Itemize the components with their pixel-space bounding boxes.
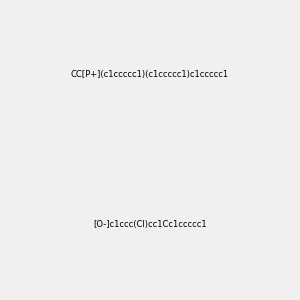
Text: [O-]c1ccc(Cl)cc1Cc1ccccc1: [O-]c1ccc(Cl)cc1Cc1ccccc1	[93, 220, 207, 230]
Text: CC[P+](c1ccccc1)(c1ccccc1)c1ccccc1: CC[P+](c1ccccc1)(c1ccccc1)c1ccccc1	[71, 70, 229, 80]
